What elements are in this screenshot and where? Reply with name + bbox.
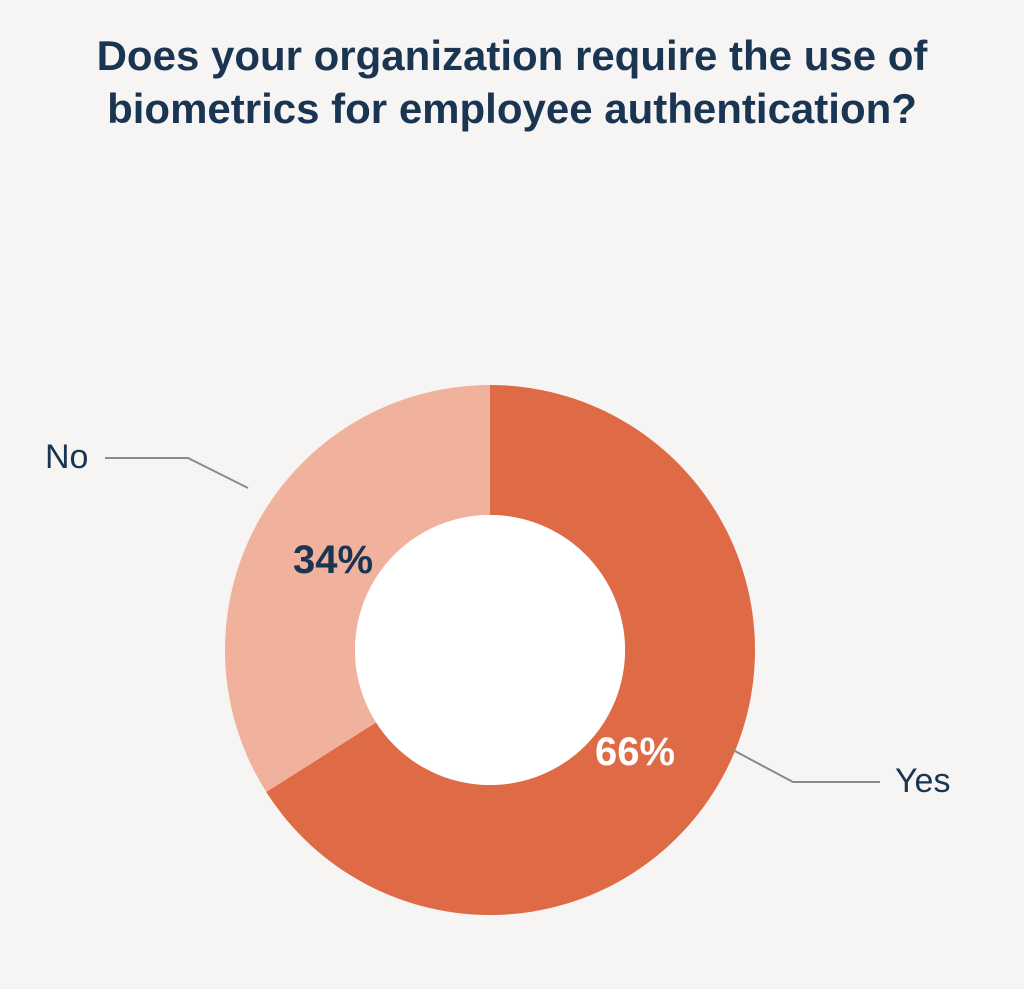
donut-inner-hole <box>355 515 625 785</box>
slice-callout-yes: Yes <box>895 762 950 801</box>
donut-svg <box>0 330 1024 989</box>
slice-percent-yes: 66% <box>595 730 675 775</box>
donut-chart: 66% Yes 34% No <box>0 330 1024 970</box>
leader-line-yes <box>733 750 880 782</box>
leader-line-no <box>105 458 248 488</box>
slice-percent-no: 34% <box>293 538 373 583</box>
slice-callout-no: No <box>45 438 88 477</box>
chart-title: Does your organization require the use o… <box>0 30 1024 135</box>
